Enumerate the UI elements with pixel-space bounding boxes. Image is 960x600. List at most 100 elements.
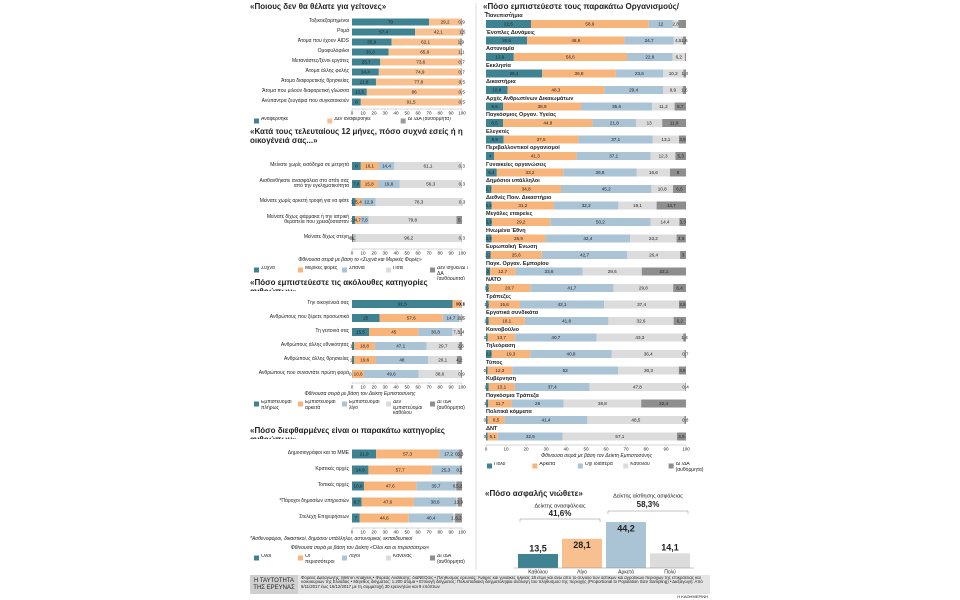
- row-label: Μείνατε δίχως φάρμακα ή την ιατρική θερα…: [266, 213, 349, 225]
- value-label: 1,8: [350, 358, 357, 363]
- row-label-box: Μεγάλες εταιρείες: [486, 211, 533, 217]
- value-label: 1,2: [454, 500, 461, 505]
- x-tick-label: 30: [382, 530, 388, 535]
- x-tick-label: 100: [458, 530, 466, 535]
- bar-segment: [679, 300, 686, 309]
- bar-segment: [366, 88, 462, 96]
- bar-segment: [488, 300, 520, 309]
- x-tick-label: 100: [458, 251, 466, 256]
- value-label: 16,1: [365, 164, 374, 169]
- row-label-box: Ρομά: [337, 29, 349, 35]
- bar-segment: [515, 267, 583, 276]
- value-label: 38,6: [431, 500, 440, 505]
- value-label: 8,7: [354, 500, 361, 505]
- row-label-box: Δημόσιοι υπάλληλοι: [486, 178, 540, 184]
- value-label: 19,6: [360, 358, 369, 363]
- note: Φθίνουσα σειρά με βάση τον Δείκτη «Όλοι …: [290, 545, 430, 552]
- value-label: 32,5: [526, 434, 535, 439]
- legend-swatch: [386, 267, 391, 273]
- annotation-value: 58,3%: [637, 500, 660, 509]
- x-tick-label: 80: [437, 385, 443, 390]
- bar-segment: [388, 48, 461, 56]
- value-label: 70: [388, 20, 394, 25]
- legend-label: Καθόλου: [630, 462, 650, 467]
- legend-swatch: [668, 463, 674, 469]
- bar-segment: [682, 36, 686, 45]
- value-label: 29,2: [517, 220, 526, 225]
- value-label: 26,9: [514, 236, 523, 241]
- value-label: 8,6: [491, 104, 498, 109]
- legend-label-box: Όχι ιδιαίτερα: [585, 462, 613, 467]
- legend-label: Εμπιστεύομαι λίγο: [349, 400, 380, 411]
- bar: [606, 522, 646, 568]
- row-label-box: Τοπικές αρχές: [318, 483, 349, 489]
- x-tick-label: 30: [382, 111, 388, 116]
- bar-segment: [491, 185, 561, 193]
- bar-segment: [611, 350, 685, 358]
- value-label: 2,3: [457, 316, 464, 321]
- bar-segment: [630, 234, 677, 243]
- bar-segment: [527, 36, 625, 45]
- bar-segment: [486, 20, 531, 28]
- bar-segment: [486, 201, 492, 210]
- row-label: ΔΝΤ: [486, 425, 498, 432]
- row-label: Ένοπλες Δυνάμεις: [486, 29, 535, 36]
- value-label: 6,4: [676, 286, 683, 291]
- value-label: 57,6: [407, 316, 416, 321]
- bar-segment: [360, 98, 462, 106]
- legend-label-box: Δεν αναφέρθηκε: [334, 117, 371, 122]
- row-label: Την οικογένειά σας: [307, 300, 349, 307]
- value-label: 1,1: [458, 50, 465, 55]
- bar-segment: [678, 20, 686, 28]
- value-label: 19,1: [633, 203, 642, 208]
- row-label-box: Άτομα που έχουν AIDS: [298, 39, 349, 45]
- row-label-box: Παγκόσμια Τράπεζα: [486, 393, 539, 399]
- legend-label: Αναφέρθηκε: [261, 117, 289, 122]
- value-label: 19,3: [506, 352, 515, 357]
- bar-segment: [378, 68, 462, 76]
- bar-segment: [461, 314, 463, 322]
- value-label: 41,7: [567, 286, 576, 291]
- value-label: 7,6: [361, 218, 368, 223]
- value-label: 96,2: [404, 236, 413, 241]
- bar-segment: [663, 86, 683, 94]
- row-label-box: Αρχές Ανθρωπίνων Δικαιωμάτων: [486, 96, 573, 102]
- row-label: Εκκλησία: [486, 62, 511, 69]
- legend-label: Δεν αναφέρθηκε: [334, 117, 371, 122]
- bar-segment: [352, 78, 376, 86]
- row-label-box: Άτομα διαφορετικής θρησκείας: [281, 79, 349, 85]
- row-label-box: Παγκ. Οργαν. Εμπορίου: [486, 261, 549, 267]
- bar-segment: [674, 102, 686, 111]
- bar-segment: [486, 366, 488, 375]
- value-label: 5,4: [355, 200, 362, 205]
- value-label: 4,5: [678, 434, 685, 439]
- bar-segment: [561, 185, 652, 193]
- value-label: 50,2: [596, 220, 605, 225]
- chart-title-box: «Πόσο εμπιστεύεστε τις ακόλουθες κατηγορ…: [250, 279, 428, 291]
- value-label: 14,9: [356, 468, 365, 473]
- value-label: 57,4: [379, 30, 388, 35]
- value-label: 74,9: [416, 70, 425, 75]
- legend-swatch: [298, 267, 303, 273]
- bar-segment: [487, 333, 516, 342]
- bar-segment: [587, 416, 685, 424]
- value-label: 14,4: [382, 164, 391, 169]
- value-label: 13: [647, 121, 653, 126]
- value-label: 0,4: [682, 385, 689, 390]
- value-label: 4,5: [675, 38, 682, 43]
- value-label: 2,6: [457, 344, 464, 349]
- bar-segment: [486, 251, 491, 259]
- bar-segment: [542, 69, 616, 78]
- row-label: Παγκόσμιος Οργαν. Υγείας: [486, 112, 557, 118]
- value-label: 41,4: [542, 418, 551, 423]
- bar-segment: [563, 399, 642, 408]
- value-label: 43,3: [635, 335, 644, 340]
- bar-segment: [352, 198, 356, 206]
- value-label: 53: [563, 368, 569, 373]
- bar-segment: [672, 20, 679, 28]
- value-label: 0,8: [682, 418, 689, 423]
- row-label: Άτομα άλλης φυλής: [305, 68, 349, 75]
- bar-segment: [562, 432, 677, 441]
- bar: [518, 553, 558, 568]
- bar-segment: [520, 300, 605, 309]
